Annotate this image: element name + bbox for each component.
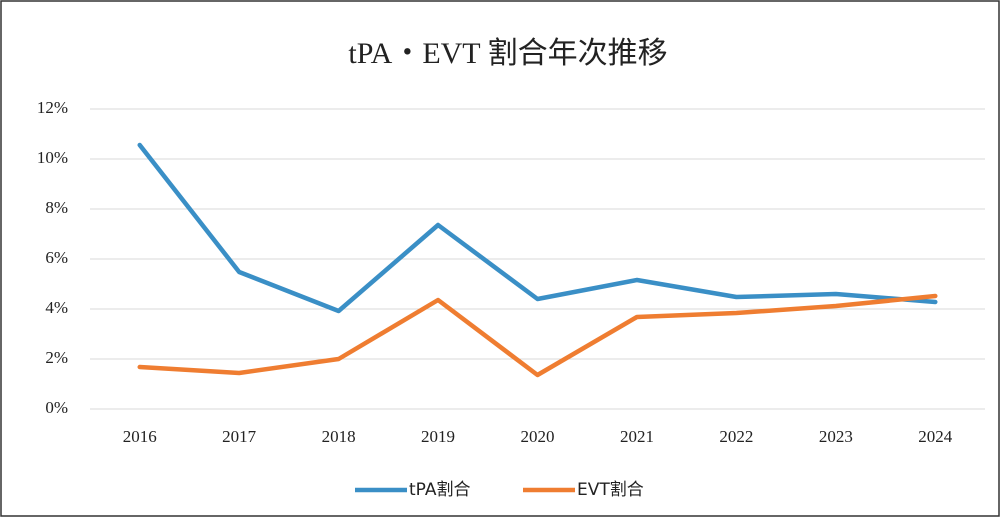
y-tick-label: 10% — [37, 148, 68, 167]
x-tick-label: 2016 — [123, 427, 157, 446]
y-tick-label: 8% — [45, 198, 68, 217]
y-tick-label: 6% — [45, 248, 68, 267]
x-tick-label: 2021 — [620, 427, 654, 446]
legend-label: tPA割合 — [409, 480, 470, 500]
y-tick-label: 4% — [45, 298, 68, 317]
legend-label: EVT割合 — [577, 480, 644, 500]
y-tick-label: 12% — [37, 98, 68, 117]
x-tick-label: 2020 — [521, 427, 555, 446]
x-tick-label: 2024 — [918, 427, 953, 446]
x-tick-label: 2018 — [322, 427, 356, 446]
chart-title: tPA・EVT 割合年次推移 — [348, 37, 667, 70]
x-tick-label: 2022 — [719, 427, 753, 446]
x-tick-label: 2019 — [421, 427, 455, 446]
x-tick-label: 2017 — [222, 427, 257, 446]
series-line — [137, 293, 938, 378]
y-tick-label: 0% — [45, 398, 68, 417]
x-tick-label: 2023 — [819, 427, 853, 446]
series-line — [137, 142, 938, 314]
y-tick-label: 2% — [45, 348, 68, 367]
